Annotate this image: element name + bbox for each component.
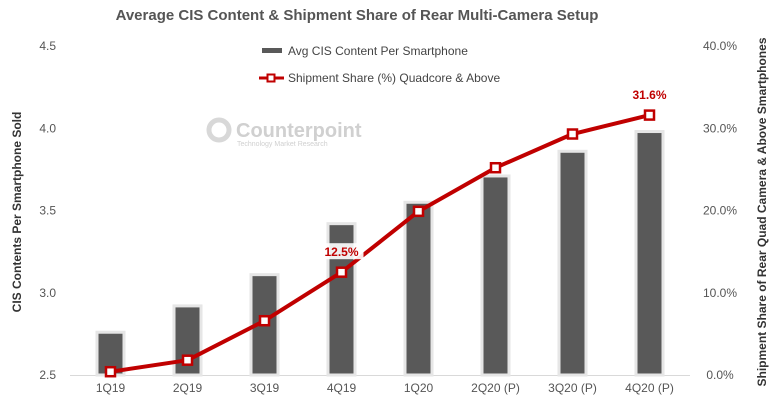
counterpoint-logo-icon (206, 117, 232, 143)
bar (480, 174, 511, 377)
data-label: 31.6% (632, 88, 666, 102)
line-point (643, 109, 656, 121)
line-point (104, 365, 117, 378)
x-tick-label: 4Q20 (P) (625, 381, 674, 395)
data-label: 12.5% (324, 245, 358, 259)
y-axis-title: CIS Contents Per Smartphone Sold (10, 112, 24, 313)
line-point (181, 354, 194, 366)
y-axis-right-title: Shipment Share of Rear Quad Camera & Abo… (755, 37, 769, 386)
line-point (258, 314, 271, 327)
line-point (412, 205, 425, 218)
y-right-tick-label: 30.0% (703, 121, 737, 135)
y-tick-label: 4.0 (39, 121, 56, 135)
x-axis-ticks: 1Q19 2Q19 3Q19 4Q19 1Q20 2Q20 (P) 3Q20 (P) 4Q20… (96, 381, 674, 395)
legend-line-label: Shipment Share (%) Quadcore & Above (288, 71, 500, 85)
y-right-tick-label: 10.0% (703, 286, 737, 300)
watermark-tagline: Technology Market Research (237, 141, 328, 148)
counterpoint-watermark: Counterpoint Technology Market Research (206, 117, 362, 148)
x-tick-label: 2Q19 (173, 381, 203, 395)
line-point (566, 128, 579, 140)
legend-line-marker (266, 73, 276, 83)
x-tick-label: 1Q20 (404, 381, 434, 395)
y-right-tick-label: 20.0% (703, 204, 737, 218)
y-tick-label: 2.5 (39, 368, 56, 382)
y-right-tick-label: 0.0% (706, 368, 734, 382)
x-tick-label: 3Q19 (250, 381, 280, 395)
legend: Avg CIS Content Per Smartphone Shipment … (259, 44, 500, 85)
y-axis-left-ticks: 2.5 3.0 3.5 4.0 4.5 (39, 39, 56, 382)
legend-bar-label: Avg CIS Content Per Smartphone (288, 44, 468, 58)
line-point (489, 161, 502, 174)
bar (403, 200, 434, 377)
bar (634, 130, 665, 377)
chart-title: Average CIS Content & Shipment Share of … (116, 7, 599, 24)
bar-series (95, 130, 665, 377)
y-tick-label: 3.5 (39, 204, 56, 218)
x-tick-label: 2Q20 (P) (471, 381, 520, 395)
y-tick-label: 4.5 (39, 39, 56, 53)
y-axis-right-ticks: 0.0% 10.0% 20.0% 30.0% 40.0% (703, 39, 737, 382)
y-tick-label: 3.0 (39, 286, 56, 300)
x-tick-label: 4Q19 (327, 381, 357, 395)
x-tick-label: 1Q19 (96, 381, 126, 395)
line-series (104, 109, 656, 378)
data-label-bg (627, 86, 672, 103)
data-label-bg (319, 243, 364, 260)
x-tick-label: 3Q20 (P) (548, 381, 597, 395)
data-labels: 12.5% 31.6% (319, 86, 672, 260)
y-right-tick-label: 40.0% (703, 39, 737, 53)
watermark-name: Counterpoint (236, 120, 362, 142)
legend-bar-swatch (262, 48, 282, 53)
bar (557, 149, 588, 377)
series-line (110, 113, 650, 374)
line-point (335, 266, 348, 278)
